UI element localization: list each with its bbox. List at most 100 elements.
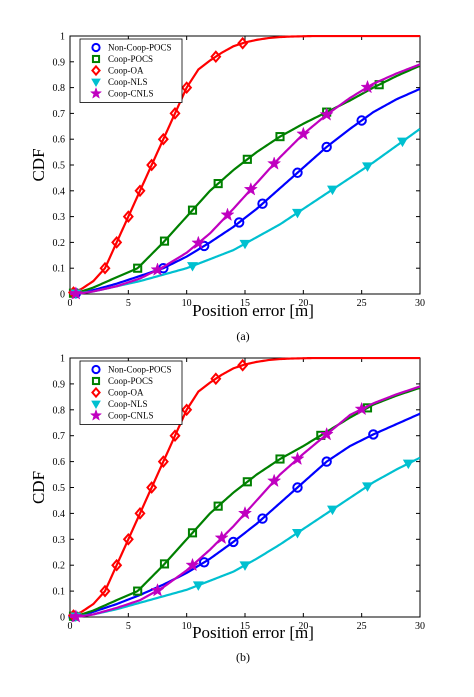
legend-marker-non-coop-pocs — [91, 42, 101, 53]
y-tick-label: 1 — [60, 354, 65, 365]
y-tick-label: 0.5 — [53, 483, 66, 494]
y-tick-label: 0.3 — [53, 212, 66, 223]
legend-marker-coop-pocs — [91, 376, 101, 386]
data-point-coop-pocs — [133, 263, 143, 273]
data-point-non-coop-pocs — [292, 167, 303, 178]
legend-label-non-coop-pocs: Non-Coop-POCS — [108, 43, 172, 53]
data-point-coop-cnls — [68, 286, 83, 300]
x-tick-label: 10 — [182, 621, 192, 632]
legend-marker-coop-oa — [91, 64, 101, 77]
data-point-coop-cnls — [191, 235, 206, 250]
data-point-coop-nls — [327, 505, 338, 516]
data-point-coop-cnls — [360, 79, 375, 94]
legend-marker-coop-nls — [91, 400, 101, 409]
legend-marker-coop-nls — [91, 78, 101, 87]
data-point-coop-oa — [169, 429, 181, 443]
x-axis-label: Position error [m] — [192, 301, 314, 320]
data-point-coop-pocs — [275, 132, 285, 142]
data-point-coop-pocs — [242, 154, 252, 164]
data-point-coop-pocs — [159, 236, 170, 246]
data-point-coop-cnls — [68, 609, 83, 623]
x-tick-label: 15 — [240, 298, 250, 309]
panel-caption: (b) — [236, 650, 250, 664]
data-point-coop-pocs — [159, 559, 170, 569]
legend-label-non-coop-pocs: Non-Coop-POCS — [108, 365, 172, 375]
data-point-coop-oa — [181, 81, 193, 94]
legend-marker-coop-cnls — [89, 408, 103, 421]
legend-marker-coop-oa — [91, 386, 101, 399]
data-point-non-coop-pocs — [368, 429, 379, 440]
series-markers-coop-oa — [67, 358, 249, 622]
legend-label-coop-oa: Coop-OA — [108, 66, 144, 76]
data-point-non-coop-pocs — [321, 456, 332, 467]
data-point-coop-oa — [210, 372, 222, 386]
data-point-coop-pocs — [213, 179, 223, 189]
data-point-non-coop-pocs — [356, 115, 367, 126]
data-point-non-coop-pocs — [233, 217, 245, 228]
y-tick-label: 0.1 — [53, 264, 66, 275]
legend-label-coop-nls: Coop-NLS — [108, 399, 148, 409]
series-line-coop-cnls — [70, 63, 420, 295]
x-tick-label: 20 — [298, 621, 308, 632]
data-point-coop-pocs — [187, 528, 198, 538]
series-non-coop-pocs — [70, 87, 420, 295]
legend-label-coop-pocs: Coop-POCS — [108, 376, 153, 386]
y-tick-label: 0.9 — [53, 57, 66, 68]
x-tick-label: 0 — [68, 621, 73, 632]
data-point-coop-oa — [122, 532, 134, 546]
data-point-coop-cnls — [243, 182, 258, 196]
data-point-coop-oa — [134, 184, 146, 198]
series-line-coop-pocs — [70, 64, 420, 295]
data-point-coop-cnls — [267, 156, 282, 170]
x-tick-label: 0 — [68, 298, 73, 309]
data-point-coop-oa — [210, 50, 222, 63]
data-point-coop-cnls — [150, 262, 165, 276]
data-point-coop-cnls — [296, 126, 311, 141]
data-point-coop-pocs — [275, 454, 285, 464]
legend-label-coop-nls: Coop-NLS — [108, 77, 148, 87]
data-point-coop-oa — [111, 558, 123, 572]
legend-label-coop-oa: Coop-OA — [108, 388, 144, 398]
data-point-coop-oa — [122, 210, 134, 223]
y-tick-label: 0.4 — [53, 186, 66, 197]
panel-caption: (a) — [236, 329, 249, 343]
series-coop-cnls — [70, 63, 420, 295]
data-point-coop-oa — [146, 481, 158, 494]
legend-marker-coop-cnls — [89, 86, 103, 99]
x-tick-label: 5 — [126, 298, 131, 309]
data-point-non-coop-pocs — [228, 536, 239, 548]
data-point-coop-cnls — [354, 401, 369, 416]
y-tick-label: 0.6 — [53, 457, 66, 468]
chart-panel-a: 0 5 10 15 20 25 30 0 0.1 0.2 0.3 0.4 0.5 0.6 0.7 0.8 0.9… — [29, 32, 425, 344]
y-tick-label: 0.9 — [53, 379, 66, 390]
data-point-coop-cnls — [150, 582, 165, 597]
data-point-coop-nls — [397, 137, 408, 148]
data-point-coop-cnls — [290, 451, 305, 466]
data-point-coop-oa — [111, 236, 123, 249]
data-point-coop-cnls — [319, 107, 334, 121]
y-tick-label: 0 — [60, 613, 65, 624]
legend-label-coop-cnls: Coop-CNLS — [108, 411, 154, 421]
x-tick-label: 25 — [357, 621, 367, 632]
data-point-non-coop-pocs — [292, 482, 303, 493]
x-axis-label: Position error [m] — [192, 623, 314, 642]
x-tick-label: 15 — [240, 621, 250, 632]
y-tick-label: 0.7 — [53, 109, 66, 120]
y-axis-label: CDF — [29, 471, 48, 504]
data-point-coop-nls — [292, 208, 303, 219]
y-tick-label: 0.8 — [53, 405, 66, 416]
data-point-coop-nls — [192, 581, 204, 591]
data-point-coop-cnls — [319, 426, 334, 441]
data-point-non-coop-pocs — [198, 557, 210, 568]
data-point-non-coop-pocs — [257, 513, 268, 524]
data-point-coop-oa — [157, 455, 169, 468]
data-point-coop-oa — [157, 132, 169, 146]
data-point-coop-pocs — [133, 586, 143, 596]
y-axis-label: CDF — [29, 148, 48, 181]
x-tick-label: 5 — [126, 621, 131, 632]
data-point-coop-cnls — [267, 473, 282, 488]
